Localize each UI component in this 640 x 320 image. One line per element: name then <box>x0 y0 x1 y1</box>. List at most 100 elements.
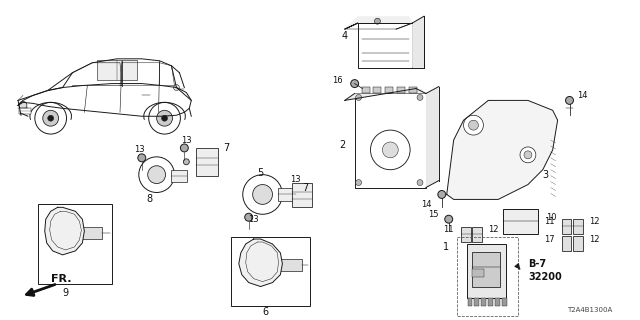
Text: 1: 1 <box>443 242 449 252</box>
Circle shape <box>139 157 175 193</box>
Circle shape <box>463 115 483 135</box>
Text: 12: 12 <box>589 217 600 226</box>
Circle shape <box>468 120 479 130</box>
Text: 11: 11 <box>443 225 454 234</box>
Circle shape <box>161 115 168 121</box>
Circle shape <box>445 215 452 223</box>
Bar <box>461 227 470 242</box>
Text: FR.: FR. <box>51 274 71 284</box>
Circle shape <box>243 175 282 214</box>
Bar <box>231 237 310 306</box>
Text: T2A4B1300A: T2A4B1300A <box>567 307 612 313</box>
Circle shape <box>356 180 362 186</box>
Circle shape <box>184 159 189 165</box>
Bar <box>502 299 507 306</box>
Circle shape <box>148 166 166 184</box>
Text: 32200: 32200 <box>528 272 562 282</box>
Polygon shape <box>426 86 439 188</box>
Circle shape <box>19 101 27 109</box>
Bar <box>196 148 218 176</box>
Text: B-7: B-7 <box>528 259 546 269</box>
Circle shape <box>48 115 54 121</box>
Text: 2: 2 <box>339 140 346 150</box>
Bar <box>561 219 572 234</box>
Text: 13: 13 <box>134 145 145 155</box>
Polygon shape <box>45 207 84 255</box>
Text: 3: 3 <box>543 170 549 180</box>
Bar <box>488 299 493 306</box>
Circle shape <box>520 147 536 163</box>
Text: 7: 7 <box>223 143 229 153</box>
Bar <box>292 183 312 207</box>
Text: 14: 14 <box>421 200 432 209</box>
Bar <box>38 204 112 284</box>
Circle shape <box>566 96 573 104</box>
Text: 6: 6 <box>262 307 269 317</box>
Bar <box>358 23 412 68</box>
Circle shape <box>244 213 253 221</box>
Circle shape <box>157 110 172 126</box>
Text: 14: 14 <box>577 91 588 100</box>
Bar <box>280 259 302 271</box>
Circle shape <box>180 144 188 152</box>
Circle shape <box>438 190 445 198</box>
Bar <box>278 188 296 201</box>
Bar <box>573 219 584 234</box>
Text: 13: 13 <box>290 175 301 184</box>
Bar <box>472 227 483 242</box>
Circle shape <box>356 94 362 100</box>
Polygon shape <box>412 16 424 68</box>
Circle shape <box>43 110 59 126</box>
Bar <box>481 299 486 306</box>
Text: 12: 12 <box>589 235 600 244</box>
Text: 17: 17 <box>544 235 555 244</box>
Circle shape <box>35 102 67 134</box>
Bar <box>397 86 405 93</box>
Text: 9: 9 <box>63 288 68 299</box>
Polygon shape <box>447 100 557 199</box>
Circle shape <box>253 185 273 204</box>
Bar <box>409 86 417 93</box>
Bar <box>561 236 572 251</box>
Bar <box>172 170 188 181</box>
Bar <box>495 299 500 306</box>
Bar <box>503 209 538 234</box>
Text: 12: 12 <box>488 225 499 234</box>
Text: 5: 5 <box>257 168 264 178</box>
Text: 15: 15 <box>428 210 439 219</box>
Bar <box>97 60 137 80</box>
Bar <box>385 86 393 93</box>
Bar <box>374 86 381 93</box>
Bar <box>362 86 369 93</box>
Circle shape <box>351 80 358 88</box>
Text: 4: 4 <box>342 31 348 41</box>
Circle shape <box>138 154 146 162</box>
Text: 11: 11 <box>544 217 555 226</box>
Circle shape <box>371 130 410 170</box>
Bar <box>573 236 584 251</box>
Circle shape <box>148 102 180 134</box>
Bar <box>456 237 518 316</box>
Bar <box>467 244 506 299</box>
Circle shape <box>417 94 423 100</box>
Text: 10: 10 <box>546 213 556 222</box>
Polygon shape <box>239 239 282 286</box>
Text: 16: 16 <box>332 76 343 85</box>
Bar <box>355 93 426 188</box>
Text: 13: 13 <box>181 135 191 145</box>
Bar <box>77 227 102 239</box>
Bar <box>468 299 472 306</box>
Circle shape <box>417 180 423 186</box>
Text: 7: 7 <box>302 182 308 193</box>
Circle shape <box>374 18 380 24</box>
Polygon shape <box>345 16 412 29</box>
Bar <box>474 299 479 306</box>
Bar <box>472 269 484 277</box>
Circle shape <box>524 151 532 159</box>
Bar <box>472 252 500 286</box>
Bar <box>19 108 31 114</box>
Circle shape <box>173 84 179 91</box>
Text: 8: 8 <box>147 195 153 204</box>
Text: 13: 13 <box>248 215 259 224</box>
Polygon shape <box>345 89 426 100</box>
